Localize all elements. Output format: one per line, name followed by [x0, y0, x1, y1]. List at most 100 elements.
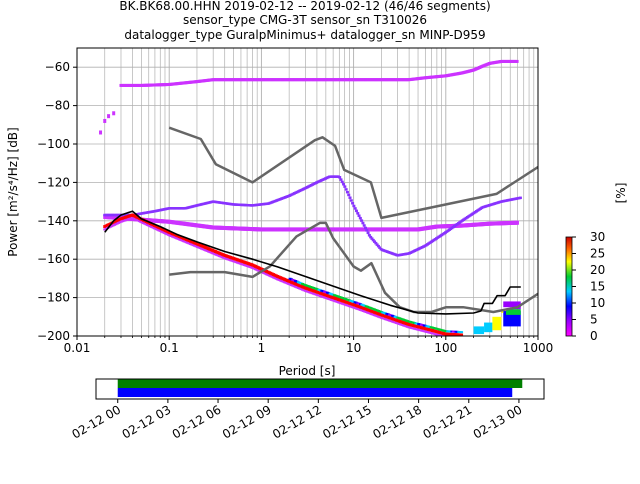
colorbar-tick-label: 20 — [590, 263, 605, 277]
hist-cell-mid — [354, 209, 358, 213]
x-tick-label: 1 — [258, 341, 266, 355]
hist-cell-mid — [373, 240, 377, 243]
hist-cell-mid — [376, 244, 380, 248]
colorbar-tick-label: 0 — [590, 329, 598, 343]
colorbar-ticks: 0 5 10 15 20 25 30 — [572, 230, 605, 343]
hist-cell-mid — [374, 241, 378, 245]
timeline-frame — [95, 378, 545, 400]
x-tick-label: 100 — [434, 341, 457, 355]
hist-cell-early — [103, 118, 107, 123]
grid — [76, 48, 538, 337]
y-tick-label: −100 — [37, 137, 70, 151]
colorbar — [565, 236, 573, 337]
y-ticks: −60 −80 −100 −120 −140 −160 −180 −200 — [37, 60, 77, 343]
hist-cell-mid — [351, 202, 355, 205]
colorbar-tick-label: 30 — [590, 230, 605, 244]
hist-cell-mid — [366, 231, 370, 235]
hist-cell-mid — [363, 226, 367, 230]
hist-cell-mid — [342, 182, 346, 186]
x-ticks: 0.01 0.1 1 10 100 1000 — [64, 336, 554, 355]
y-tick-label: −140 — [37, 214, 70, 228]
noise-model-low-line — [169, 221, 538, 314]
x-tick-label: 10 — [346, 341, 361, 355]
x-axis-label: Period [s] — [279, 364, 336, 378]
hist-cell-lower-tail — [459, 337, 462, 339]
hist-cell-lower-tail — [452, 336, 455, 338]
hist-cell-mid — [356, 212, 360, 215]
hist-dense-block — [473, 326, 485, 335]
hist-dense-block — [506, 309, 521, 315]
hist-dense-block — [492, 316, 502, 331]
hist-cell-mid — [348, 196, 352, 199]
hist-cell-mid — [518, 196, 522, 200]
hist-cell-mid — [358, 216, 362, 220]
timeline-tick-label: 02-12 09 — [220, 402, 274, 441]
colorbar-tick-label: 10 — [590, 296, 605, 310]
timeline-tick-label: 02-12 18 — [370, 402, 424, 441]
hist-cell-early — [99, 130, 103, 135]
hist-cell-mid — [345, 190, 349, 194]
y-tick-label: −120 — [37, 175, 70, 189]
plot-frame — [76, 47, 539, 337]
hist-cell-mid — [378, 246, 382, 249]
timeline-tick-label: 02-12 00 — [70, 402, 124, 441]
hist-cell-lower-tail — [457, 337, 460, 339]
y-tick-label: −160 — [37, 252, 70, 266]
hist-cell-lower-tail — [456, 337, 459, 339]
chart-title-line-2: sensor_type CMG-3T sensor_sn T310026 — [183, 13, 427, 27]
colorbar-label: [%] — [614, 183, 628, 204]
timeline-tick-label: 02-12 21 — [421, 402, 475, 441]
hist-cell-mid — [375, 243, 379, 246]
hist-cell-mid — [365, 229, 369, 232]
timeline-tick-label: 02-12 12 — [270, 402, 324, 441]
y-tick-label: −180 — [37, 291, 70, 305]
y-tick-label: −200 — [37, 329, 70, 343]
hist-cell-mid — [360, 219, 364, 222]
psd-histogram — [99, 59, 522, 339]
hist-dense-block — [503, 301, 521, 308]
y-tick-label: −80 — [45, 99, 70, 113]
timeline-tick-label: 02-12 03 — [120, 402, 174, 441]
hist-cell-lower-tail — [450, 336, 453, 338]
hist-cell-lower — [460, 333, 464, 336]
chart-title-line-1: BK.BK68.00.HHN 2019-02-12 -- 2019-02-12 … — [119, 0, 490, 13]
timeline-tick-label: 02-12 15 — [320, 402, 374, 441]
hist-cell-mid — [371, 238, 375, 242]
y-axis-label: Power [m²/s⁴/Hz] [dB] — [6, 127, 20, 256]
timeline-coverage — [117, 379, 523, 397]
hist-cell-mid — [338, 176, 342, 179]
hist-cell-mid — [344, 188, 348, 191]
timeline-tick-label: 02-13 00 — [471, 402, 525, 441]
hist-cell-mid — [370, 237, 374, 240]
hist-cell-mid — [340, 180, 344, 184]
hist-cell-lower-tail — [449, 336, 452, 338]
chart-title-line-3: datalogger_type GuralpMinimus+ datalogge… — [124, 28, 485, 42]
hist-cell-mid — [349, 199, 353, 202]
colorbar-tick-label: 5 — [590, 313, 598, 327]
hist-cell-mid — [352, 204, 356, 208]
y-tick-label: −60 — [45, 60, 70, 74]
hist-cell-mid — [367, 234, 371, 237]
x-tick-label: 0.01 — [64, 341, 91, 355]
hist-cell-lower-tail — [453, 336, 456, 338]
colorbar-tick-label: 15 — [590, 280, 605, 294]
timeline-tick-label: 02-12 06 — [170, 402, 224, 441]
hist-cell-lower-dense — [460, 331, 464, 334]
model-lines — [104, 126, 538, 315]
hist-cell-mid — [347, 193, 351, 197]
hist-cell-mid — [339, 178, 343, 181]
colorbar-tick-label: 25 — [590, 247, 605, 261]
x-tick-label: 1000 — [523, 341, 554, 355]
hist-cell-early — [107, 114, 111, 119]
hist-cell-lower-tail — [460, 337, 463, 339]
hist-cell-mid — [361, 221, 365, 225]
timeline-coverage-bar — [117, 388, 513, 397]
x-tick-label: 0.1 — [160, 341, 179, 355]
hist-cell-mid — [362, 224, 366, 227]
noise-model-high-line — [168, 126, 538, 220]
hist-cell-lower-tail — [455, 337, 458, 339]
hist-cell-mid — [343, 185, 347, 188]
hist-cell-upper — [515, 59, 519, 63]
